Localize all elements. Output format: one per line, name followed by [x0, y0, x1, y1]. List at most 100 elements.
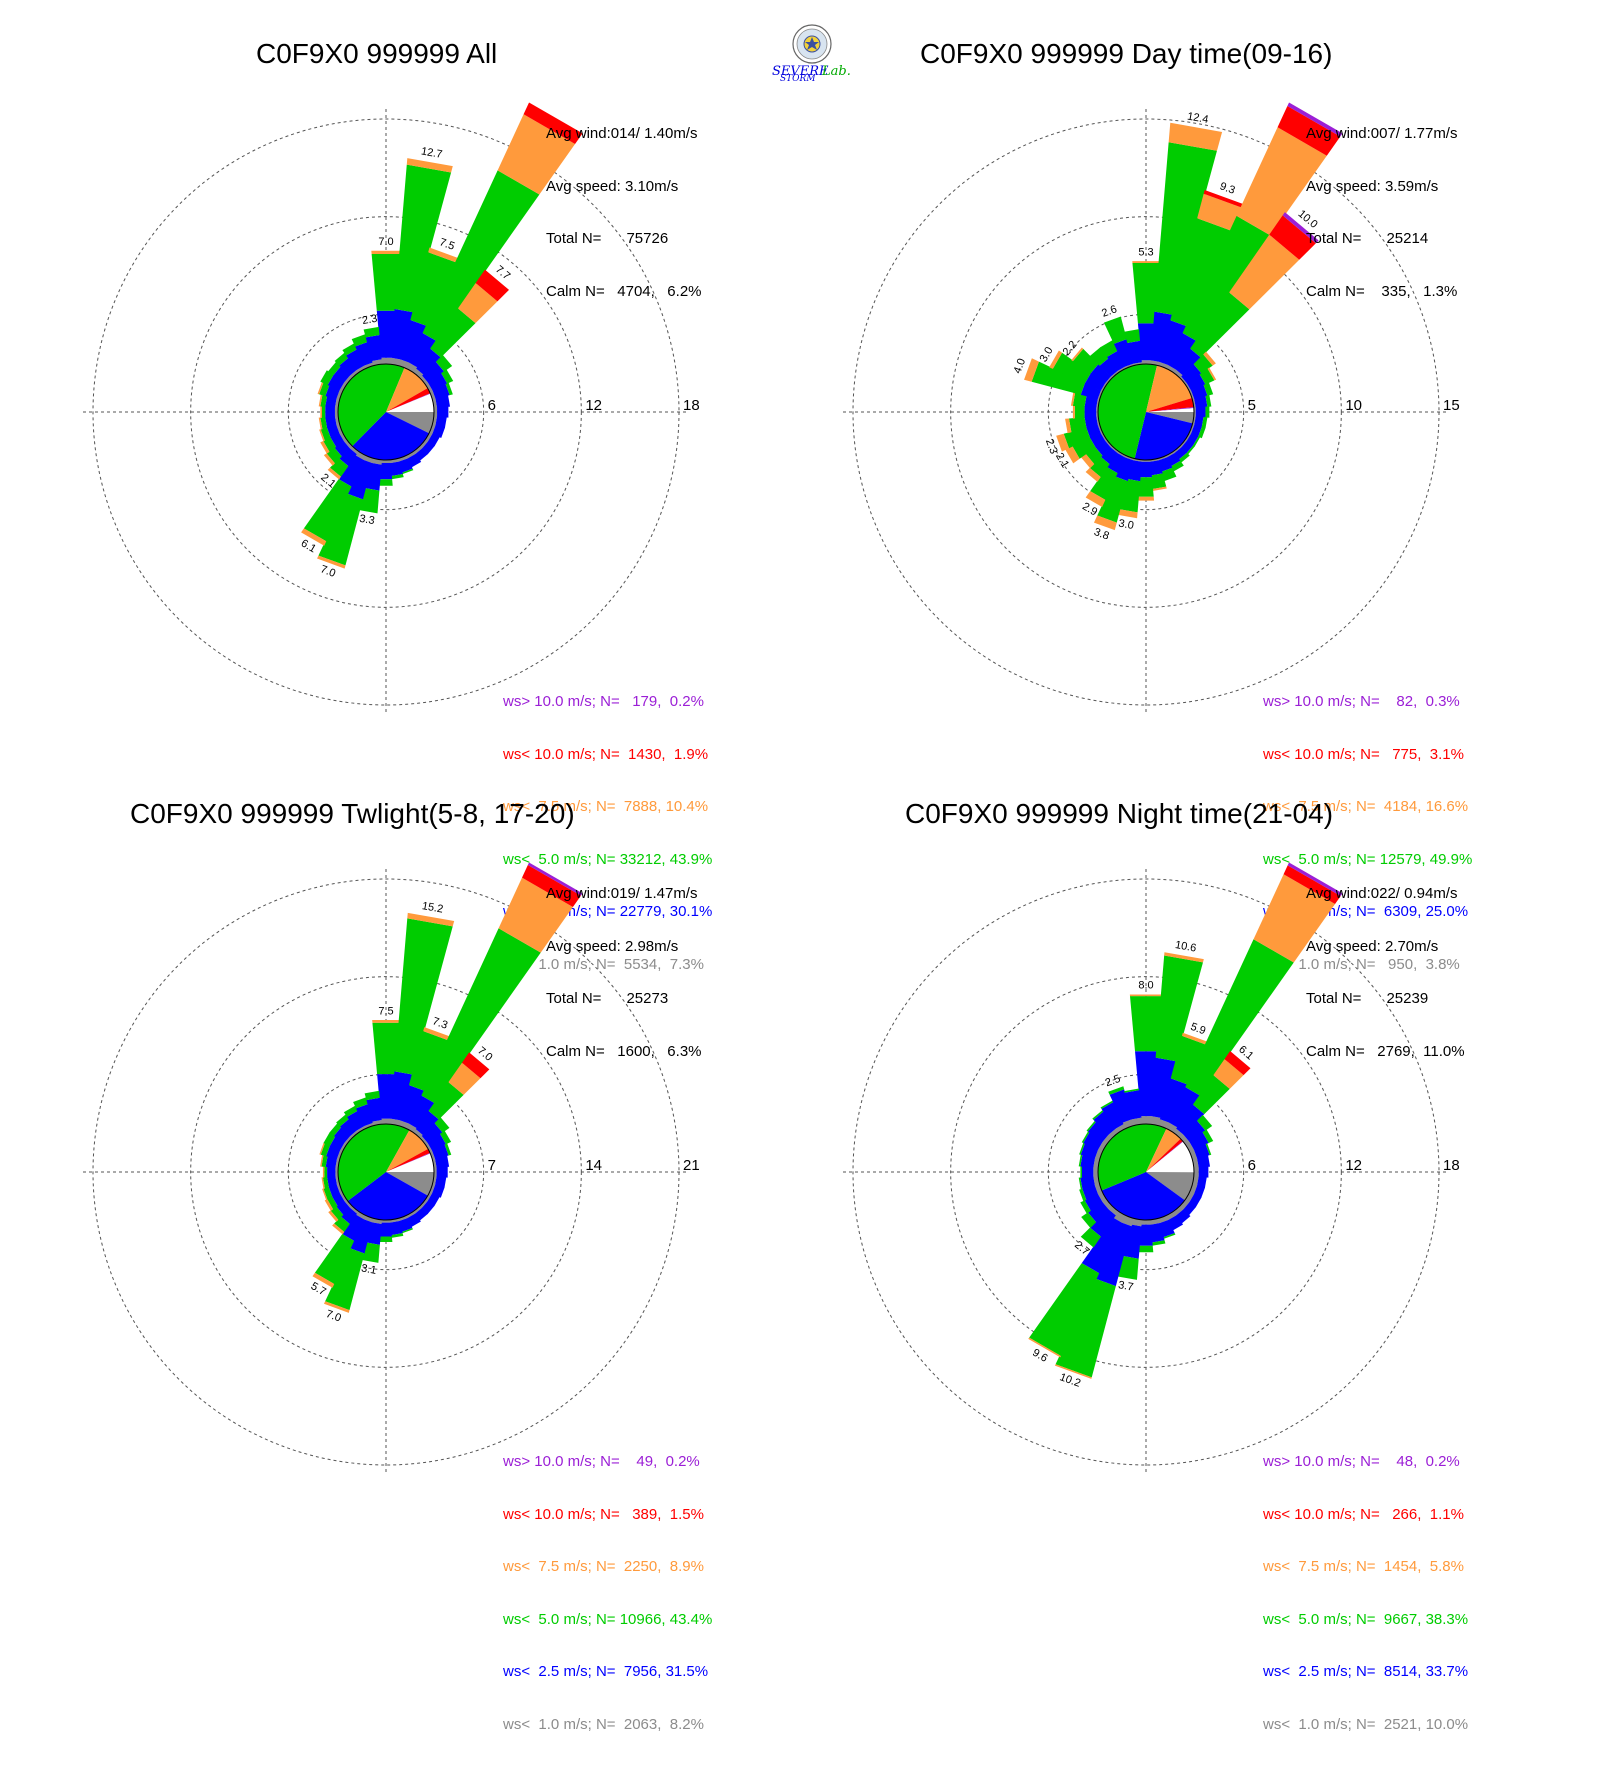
bar-segment-lt5 [1079, 1188, 1087, 1202]
bar-segment-lt1 [364, 362, 374, 369]
bar-segment-lt2_5 [1197, 1176, 1207, 1188]
stats-block: Avg wind:022/ 0.94m/s Avg speed: 2.70m/s… [1306, 850, 1465, 1095]
bar-segment-lt5 [1052, 352, 1091, 384]
bar-segment-lt2_5 [1099, 358, 1118, 377]
bar-segment-lt7_5 [1213, 1059, 1244, 1089]
bar-segment-lt2_5 [436, 1166, 448, 1178]
bar-segment-lt1 [363, 455, 374, 464]
direction-bar-320 [336, 1114, 359, 1139]
bar-segment-lt10 [1269, 215, 1316, 260]
bar-segment-lt2_5 [329, 1136, 345, 1151]
bar-segment-lt5 [1089, 456, 1110, 478]
bar-segment-lt5 [1068, 417, 1087, 433]
bar-segment-lt2_5 [427, 373, 448, 391]
pie-slice-lt10 [1146, 1138, 1183, 1172]
bar-segment-lt10 [1283, 865, 1341, 904]
direction-bar-300 [320, 370, 347, 392]
direction-bar-280 [320, 1154, 340, 1168]
bar-segment-lt7_5 [327, 467, 341, 480]
direction-bar-250 [1079, 1184, 1103, 1202]
speed-pie [1097, 363, 1195, 461]
bar-segment-lt5 [394, 918, 453, 1075]
bar-segment-lt2_5 [350, 1219, 373, 1254]
avg-speed-text: Avg speed: 3.59m/s [1306, 177, 1439, 195]
bar-total-label: 7.3 [431, 1015, 449, 1032]
bar-segment-lt1 [1097, 1141, 1107, 1152]
bar-segment-lt7_5 [317, 555, 346, 569]
bar-segment-lt5 [421, 928, 541, 1104]
pie-slice-lt5 [338, 1124, 410, 1201]
direction-bar-20: 5.9 [1158, 1021, 1208, 1129]
bar-segment-lt5 [1199, 368, 1215, 385]
bar-segment-lt2_5 [435, 1155, 450, 1168]
bar-segment-lt5 [444, 1143, 452, 1156]
bar-segment-lt1 [1189, 1149, 1198, 1160]
bar-segment-lt2_5 [1186, 432, 1199, 446]
bar-segment-lt5 [326, 447, 342, 464]
bar-segment-lt1 [1102, 1199, 1113, 1210]
calm-n-text: Calm N= 2769, 11.0% [1306, 1042, 1465, 1060]
bar-segment-lt10 [1277, 105, 1341, 156]
legend: ws> 10.0 m/s; N= 49, 0.2% ws< 10.0 m/s; … [503, 1418, 712, 1768]
bar-segment-lt5 [1080, 1200, 1091, 1214]
bar-segment-lt1 [429, 424, 436, 434]
bar-segment-lt5 [440, 1130, 452, 1145]
bar-segment-lt2_5 [437, 406, 449, 418]
avg-wind-text: Avg wind:022/ 0.94m/s [1306, 885, 1458, 902]
bar-segment-lt1 [1166, 364, 1176, 373]
direction-bar-120 [1185, 1192, 1202, 1208]
bar-segment-lt1 [432, 1176, 437, 1186]
bar-segment-lt5 [1197, 1114, 1213, 1131]
bar-segment-lt1 [336, 390, 343, 400]
direction-bar-290: 4.0 [1012, 357, 1103, 400]
bar-segment-lt7_5 [457, 283, 498, 324]
legend-entry-lt1: ws< 1.0 m/s; N= 2063, 8.2% [503, 1715, 704, 1733]
bar-segment-lt2_5 [407, 1213, 421, 1227]
bar-segment-lt1 [1150, 1116, 1161, 1126]
pie-slice-lt10 [386, 388, 431, 412]
direction-bar-330 [343, 1105, 366, 1133]
bar-segment-lt2_5 [1159, 1078, 1188, 1123]
bar-segment-lt2_5 [1082, 1185, 1099, 1201]
bar-segment-lt5 [410, 252, 457, 326]
bar-segment-lt2_5 [325, 416, 337, 428]
bar-segment-lt7_5 [321, 1177, 325, 1189]
bar-segment-lt1 [419, 375, 429, 385]
bar-segment-lt1 [335, 1167, 339, 1177]
bar-segment-lt5 [379, 479, 393, 486]
bar-segment-lt5 [336, 1114, 350, 1127]
bar-segment-lt1 [1189, 1184, 1198, 1195]
bar-segment-lt2_5 [432, 425, 445, 438]
lab-seal-icon [792, 24, 832, 64]
bar-segment-lt1 [1108, 1128, 1119, 1139]
legend: ws> 10.0 m/s; N= 82, 0.3% ws< 10.0 m/s; … [1263, 658, 1472, 1008]
bar-segment-lt5 [1100, 1100, 1114, 1109]
bar-total-label: 7.0 [319, 563, 337, 580]
bar-segment-lt5 [359, 488, 380, 514]
bar-segment-lt1 [1141, 1219, 1151, 1225]
bar-segment-lt7_5 [1056, 433, 1069, 452]
direction-bar-170 [390, 1218, 404, 1238]
bar-segment-lt2_5 [415, 448, 429, 461]
bar-segment-lt2_5 [1080, 1154, 1095, 1168]
ring-label: 21 [683, 1157, 700, 1174]
bar-segment-lt1 [1141, 360, 1151, 365]
bar-segment-lt2_5 [390, 309, 414, 360]
bar-segment-lt7_5 [1093, 515, 1117, 531]
bar-segment-lt2_5 [427, 433, 440, 447]
bar-segment-lt2_5 [408, 332, 437, 368]
bar-segment-lt5 [327, 1196, 338, 1210]
direction-bar-200: 7.0 [317, 455, 374, 580]
bar-segment-lt2_5 [1183, 1202, 1197, 1216]
bar-total-label: 12.7 [420, 145, 443, 161]
direction-bar-300 [1081, 1131, 1107, 1152]
legend-entry-lt7_5: ws< 7.5 m/s; N= 2250, 8.9% [503, 1558, 704, 1575]
bar-segment-lt2_5 [346, 349, 365, 371]
bar-segment-lt2_5 [1176, 1104, 1205, 1135]
ring-label: 5 [1248, 397, 1256, 414]
ring-label: 12 [585, 397, 602, 414]
direction-bar-130 [1179, 439, 1196, 455]
bar-segment-gt10 [1282, 212, 1319, 244]
bar-segment-lt7_5 [1054, 1364, 1092, 1379]
bar-segment-lt7_5 [320, 441, 330, 454]
